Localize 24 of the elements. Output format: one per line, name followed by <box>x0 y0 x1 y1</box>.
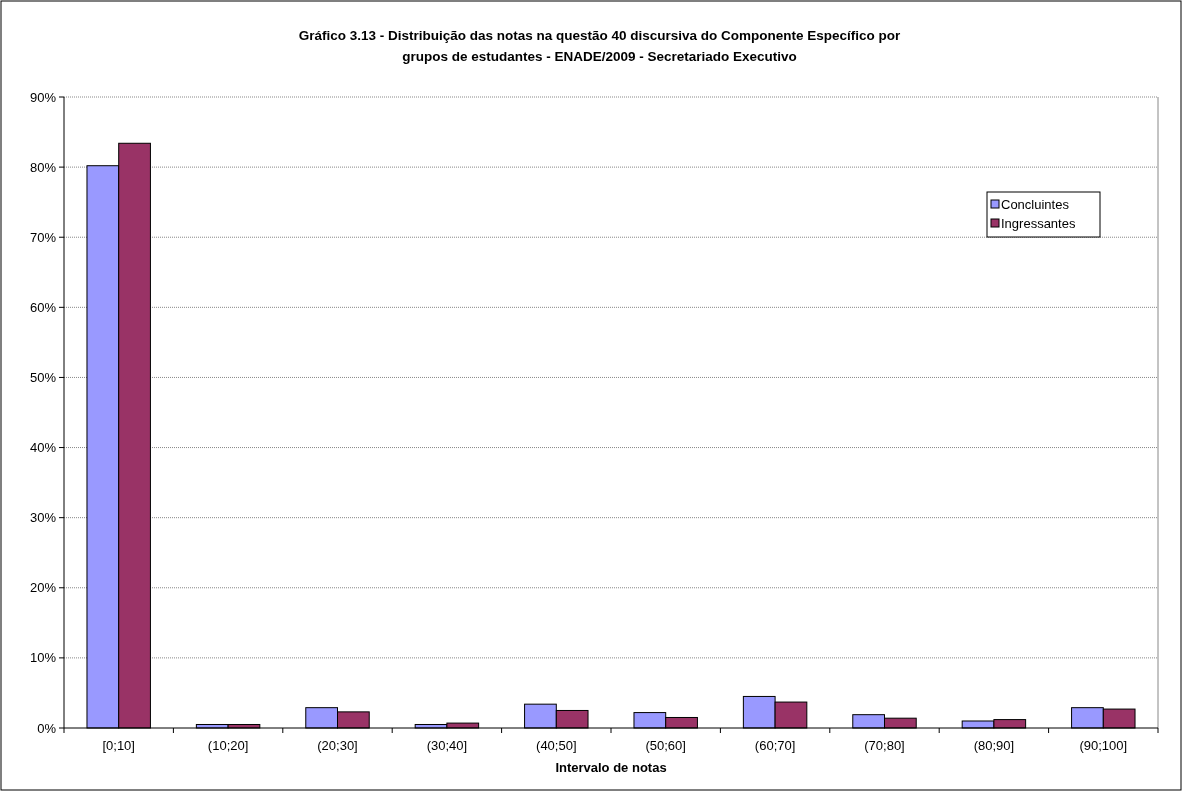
y-tick-label: 10% <box>29 650 57 666</box>
x-tick-label: (50;60] <box>645 738 686 753</box>
legend-label: Concluintes <box>1001 196 1070 212</box>
x-tick-label: (20;30] <box>317 738 358 753</box>
legend-label: Ingressantes <box>1001 215 1076 231</box>
x-tick-label: (70;80] <box>864 738 905 753</box>
y-tick-label: 90% <box>29 89 57 105</box>
x-tick-label: (10;20] <box>207 738 249 753</box>
y-tick-label: 80% <box>29 159 57 175</box>
y-tick-label: 40% <box>29 440 57 456</box>
y-tick-label: 0% <box>37 720 57 736</box>
x-tick-label: (80;90] <box>973 738 1015 753</box>
x-tick-label: (60;70] <box>754 738 796 753</box>
x-tick-label: (30;40] <box>426 738 468 753</box>
y-tick-label: 60% <box>29 299 57 315</box>
x-tick-label: (40;50] <box>536 738 577 753</box>
x-tick-label: [0;10] <box>102 738 135 753</box>
chart-title: Gráfico 3.13 - Distribuição das notas na questão 40 discursiva do Componente Específico por grupos de estudantes - ENADE/2009 - Secretariado Executivo <box>298 28 902 64</box>
y-tick-label: 20% <box>29 580 57 596</box>
x-axis-title: Intervalo de notas <box>555 760 667 775</box>
y-tick-label: 70% <box>29 229 57 245</box>
x-tick-label: (90;100] <box>1079 738 1128 753</box>
y-tick-label: 30% <box>29 510 57 526</box>
y-tick-label: 50% <box>29 369 57 385</box>
